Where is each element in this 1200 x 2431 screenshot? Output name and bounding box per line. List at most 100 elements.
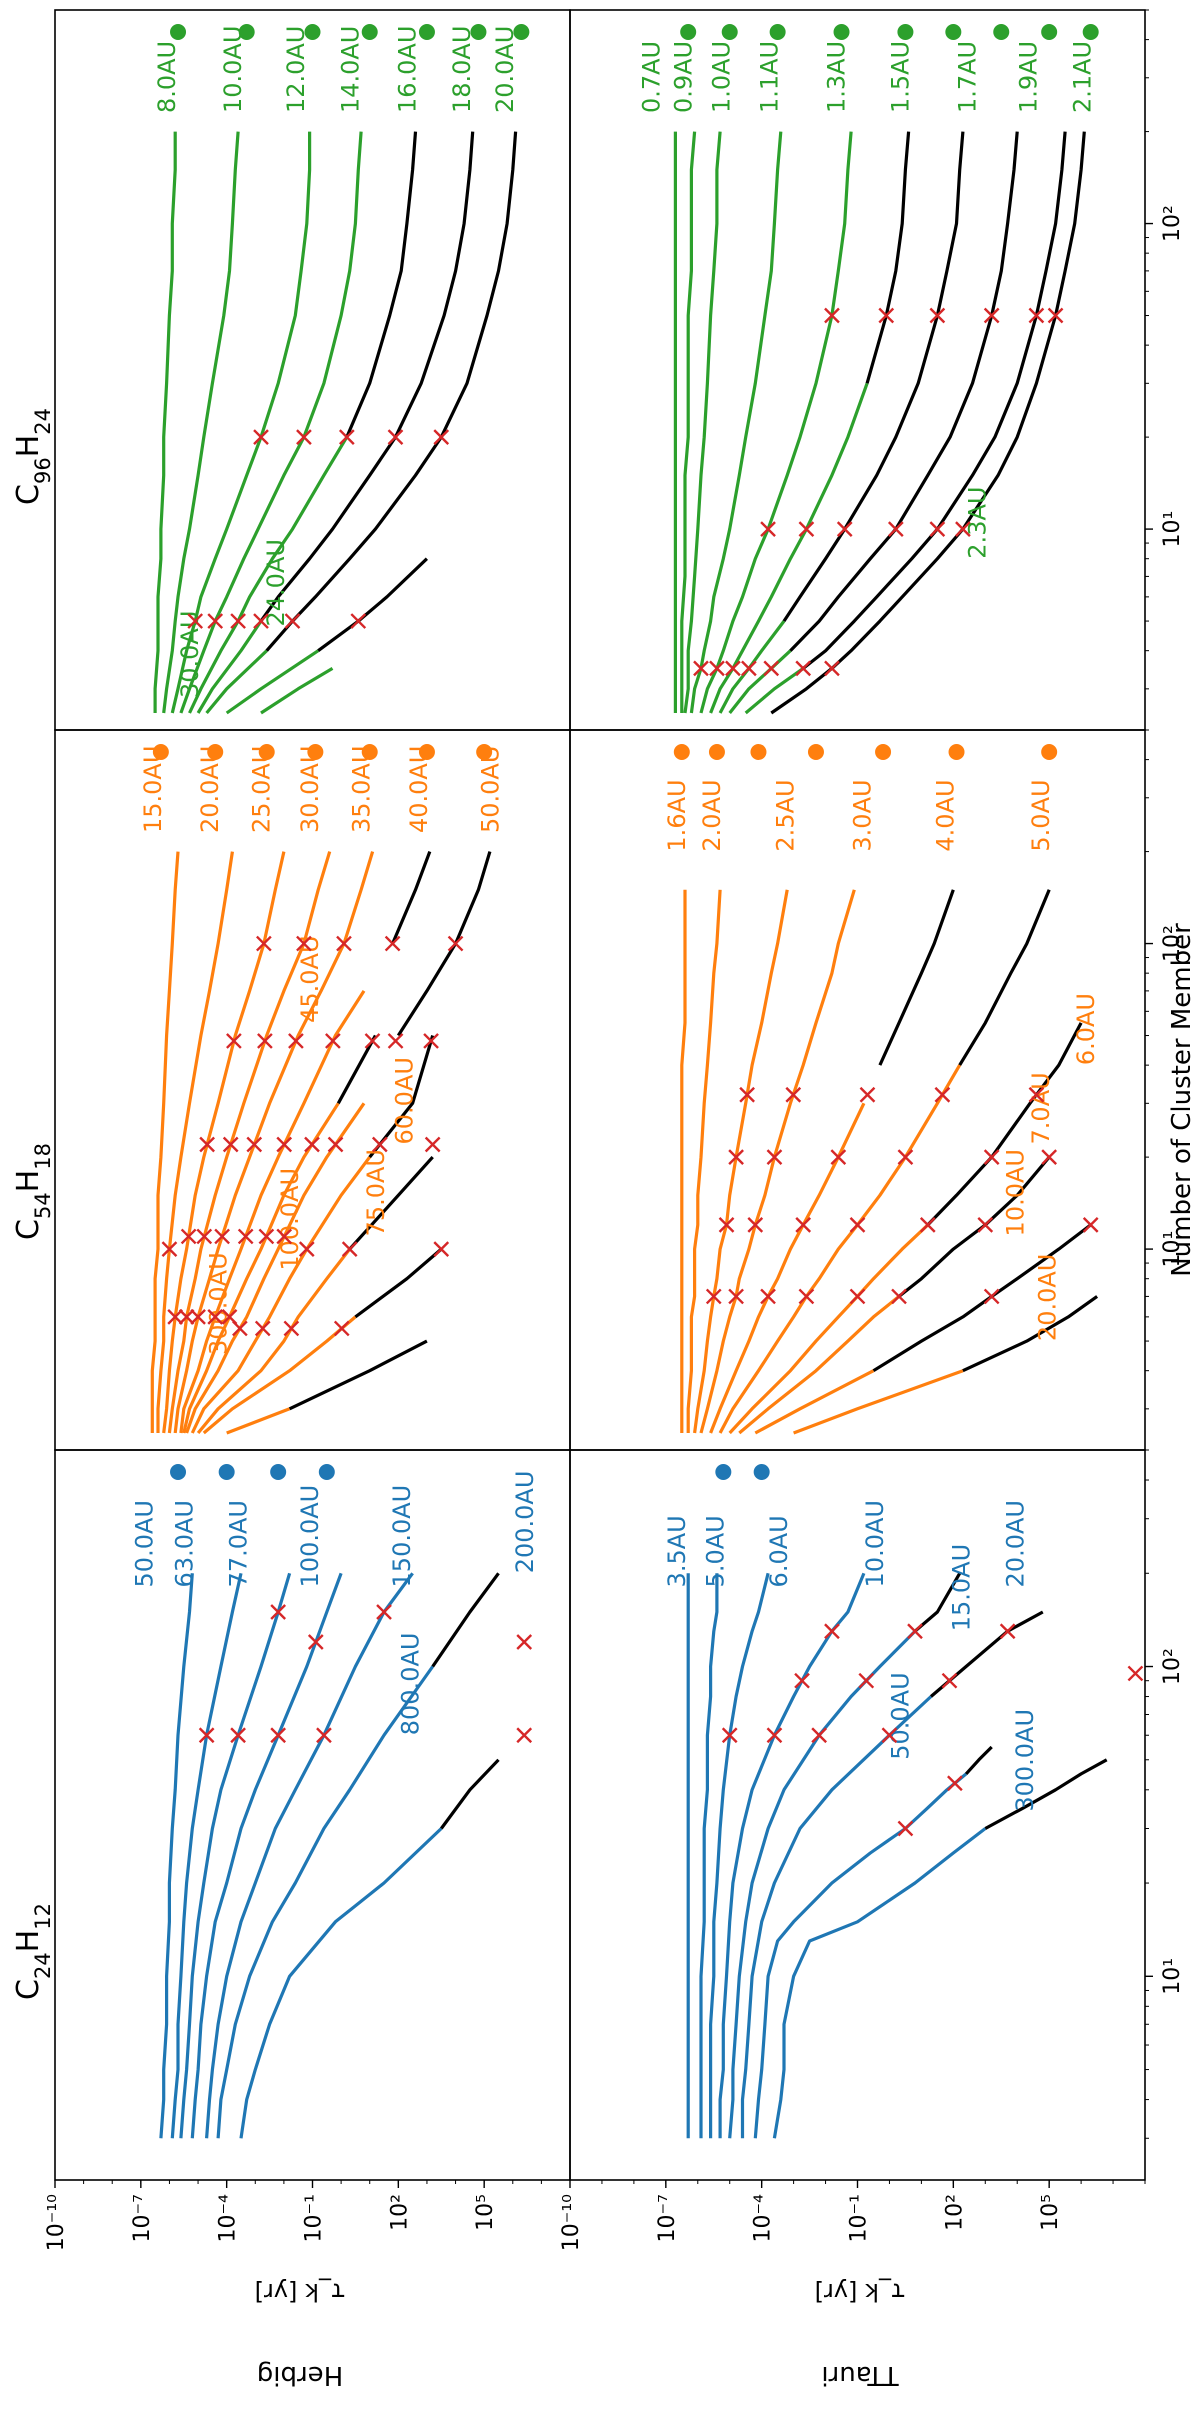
y-tick-label-r0-5: 10⁵ bbox=[473, 2194, 498, 2231]
cluster-marker-r0-c0-1-0 bbox=[516, 1634, 533, 1650]
curve-label-r0-c0-0: 800.0AU bbox=[396, 1633, 424, 1736]
cluster-marker-r0-c1-9-4 bbox=[256, 935, 272, 952]
series-line-r0-c1-0 bbox=[226, 1407, 291, 1435]
curve-label-r0-c2-3: 18.0AU bbox=[448, 26, 476, 113]
cluster-marker-r0-c1-4-1 bbox=[276, 1228, 293, 1245]
series-line-r1-c0-6 bbox=[699, 1573, 719, 2139]
curve-label-r0-c1-7: 35.0AU bbox=[348, 746, 376, 833]
cluster-marker-r0-c2-2-0 bbox=[284, 613, 301, 629]
curve-label-r0-c2-2: 20.0AU bbox=[491, 26, 519, 113]
curve-label-r1-c2-8: 0.9AU bbox=[669, 41, 697, 113]
series-line-r1-c2-7 bbox=[683, 131, 722, 714]
column-title-2-mid: H bbox=[11, 435, 46, 458]
curve-label-r1-c2-6: 1.1AU bbox=[756, 41, 784, 113]
series-line-black-r0-c1-6 bbox=[391, 851, 432, 945]
limit-dot-r0-c0-1 bbox=[270, 1464, 287, 1480]
series-line-r1-c1-4 bbox=[718, 1064, 962, 1434]
limit-dot-r1-c2-6 bbox=[769, 24, 786, 40]
cluster-marker-r0-c1-9-1 bbox=[180, 1228, 197, 1245]
series-line-r1-c1-9 bbox=[680, 889, 687, 1433]
cluster-marker-r1-c1-7-2 bbox=[728, 1149, 744, 1165]
cluster-marker-r0-c1-5-1 bbox=[258, 1228, 275, 1245]
cluster-marker-r1-c0-1-0 bbox=[897, 1820, 914, 1837]
cluster-marker-r0-c2-5-1 bbox=[296, 429, 312, 445]
cluster-marker-r1-c0-4-0 bbox=[766, 1727, 783, 1744]
cluster-marker-r1-c2-5-0 bbox=[709, 660, 725, 677]
cluster-marker-r0-c1-8-3 bbox=[257, 1033, 273, 1049]
cluster-marker-r0-c1-4-2 bbox=[327, 1136, 344, 1153]
cluster-marker-r1-c1-5-3 bbox=[859, 1086, 876, 1103]
cluster-marker-r1-c1-4-3 bbox=[934, 1086, 951, 1103]
panel-r1-c2 bbox=[673, 131, 1086, 715]
curve-label-r0-c0-2: 150.0AU bbox=[388, 1485, 416, 1588]
limit-dot-r1-c2-5 bbox=[833, 24, 850, 40]
cluster-marker-r1-c2-5-1 bbox=[760, 521, 776, 537]
cluster-marker-r1-c2-4-0 bbox=[725, 660, 741, 677]
limit-dot-r1-c1-3 bbox=[807, 744, 824, 760]
cluster-marker-r0-c2-6-1 bbox=[253, 429, 269, 445]
cluster-marker-r0-c0-2-0 bbox=[316, 1727, 332, 1744]
y-tick-label-r1-3: 10⁻¹ bbox=[847, 2194, 872, 2242]
series-line-r0-c0-6 bbox=[159, 1573, 194, 2139]
cluster-marker-r0-c0-5-0 bbox=[198, 1727, 215, 1744]
series-line-r0-c0-2 bbox=[205, 1572, 414, 2139]
series-line-r1-c2-1 bbox=[744, 667, 805, 715]
series-line-black-r0-c2-4 bbox=[345, 131, 418, 438]
limit-dot-r1-c2-2 bbox=[993, 24, 1010, 40]
series-line-black-r1-c0-0 bbox=[984, 1758, 1108, 1830]
cluster-marker-r0-c1-3-3 bbox=[423, 1033, 439, 1049]
curve-label-r1-c0-0: 300.0AU bbox=[1011, 1709, 1039, 1812]
series-line-r1-c1-1 bbox=[754, 1369, 875, 1435]
series-line-black-r1-c1-5 bbox=[878, 889, 955, 1066]
limit-dot-r1-c2-8 bbox=[680, 24, 697, 40]
series-line-r0-c1-10 bbox=[156, 851, 234, 1433]
limit-dot-r1-c0-1 bbox=[715, 1464, 732, 1480]
cluster-marker-r1-c2-1-2 bbox=[1028, 307, 1045, 324]
curve-label-r1-c2-0: 2.3AU bbox=[963, 487, 991, 559]
series-line-r1-c1-5 bbox=[709, 1102, 866, 1434]
series-line-black-r0-c2-3 bbox=[259, 131, 475, 623]
series-line-black-r1-c2-0 bbox=[770, 131, 1086, 715]
cluster-marker-r0-c2-6-0 bbox=[187, 613, 204, 629]
series-line-r0-c2-7 bbox=[162, 131, 240, 714]
curve-label-r0-c1-6: 40.0AU bbox=[405, 746, 433, 833]
cluster-marker-r1-c1-3-0 bbox=[849, 1288, 866, 1305]
cluster-marker-r0-c1-10-0 bbox=[161, 1241, 178, 1257]
limit-dot-r0-c1-6 bbox=[152, 744, 169, 760]
cluster-marker-r1-c1-6-3 bbox=[785, 1086, 802, 1103]
curve-label-r1-c2-2: 1.9AU bbox=[1014, 41, 1042, 113]
x-tick-label-c1-0: 10¹ bbox=[1160, 1231, 1185, 1268]
cluster-marker-r0-c1-5-0 bbox=[221, 1309, 238, 1325]
limit-dot-r1-c1-0 bbox=[1041, 744, 1058, 760]
cluster-marker-r1-c0-5-0 bbox=[721, 1727, 738, 1744]
cluster-marker-r1-c0-2-0 bbox=[881, 1727, 898, 1744]
curve-label-r0-c1-1: 100.0AU bbox=[276, 1168, 304, 1271]
cluster-marker-r0-c1-1-0 bbox=[333, 1320, 350, 1337]
column-title-2-base: C bbox=[11, 484, 46, 505]
cluster-marker-r1-c1-7-0 bbox=[705, 1288, 722, 1305]
limit-dot-r0-c2-3 bbox=[361, 24, 378, 40]
panel-r1-c1 bbox=[680, 889, 1099, 1435]
cluster-marker-r0-c1-6-1 bbox=[237, 1228, 254, 1245]
cluster-marker-r1-c1-6-1 bbox=[747, 1217, 764, 1233]
curve-label-r1-c2-7: 1.0AU bbox=[708, 41, 736, 113]
y-tick-label-r0-3: 10⁻¹ bbox=[302, 2194, 327, 2242]
curve-label-r0-c1-9: 25.0AU bbox=[248, 746, 276, 833]
cluster-marker-r1-c0-0-0 bbox=[1127, 1665, 1144, 1682]
series-line-black-r1-c2-2 bbox=[789, 131, 1019, 652]
series-line-black-r1-c1-2 bbox=[898, 1156, 1051, 1298]
limit-dot-r0-c2-5 bbox=[238, 24, 255, 40]
cluster-marker-r1-c1-2-0 bbox=[891, 1288, 907, 1305]
cluster-marker-r1-c1-4-2 bbox=[897, 1149, 914, 1165]
cluster-marker-r1-c2-6-0 bbox=[693, 660, 709, 677]
x-tick-label-c2-1: 10² bbox=[1160, 205, 1185, 242]
cluster-marker-r0-c1-5-2 bbox=[304, 1136, 320, 1153]
limit-dot-r1-c1-2 bbox=[875, 744, 892, 760]
limit-dot-r0-c0-2 bbox=[218, 1464, 235, 1480]
curve-label-r1-c0-7: 3.5AU bbox=[663, 1515, 691, 1587]
cluster-marker-r0-c1-5-3 bbox=[364, 1033, 381, 1049]
panel-r0-c0 bbox=[159, 1572, 500, 2139]
cluster-marker-r1-c1-5-1 bbox=[795, 1217, 812, 1233]
series-line-r1-c1-2 bbox=[738, 1295, 901, 1435]
limit-dot-r0-c1-1 bbox=[418, 744, 435, 760]
